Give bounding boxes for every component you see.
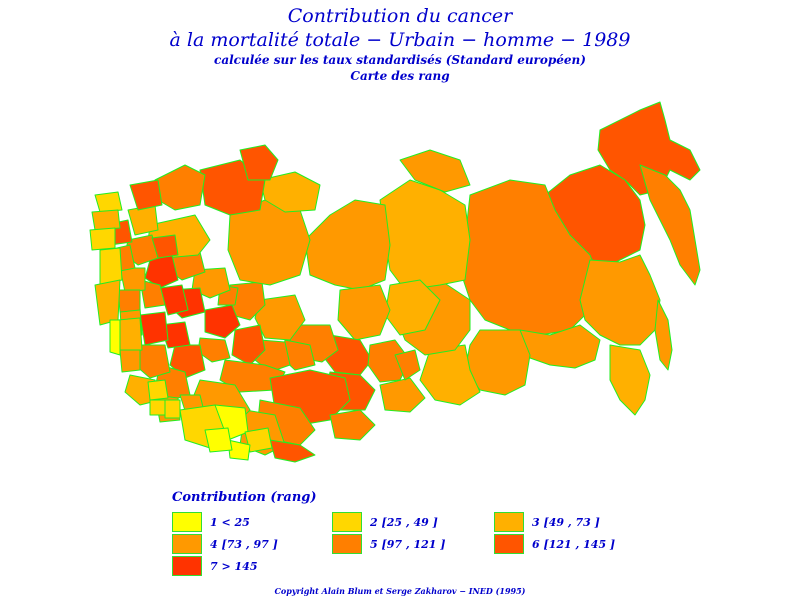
legend-swatch (172, 534, 202, 554)
region-moldova (109, 319, 121, 356)
region-taimyr-north (399, 149, 471, 193)
region-tyumen-north (304, 199, 391, 291)
legend-item: 5 [97 , 121 ] (332, 534, 445, 554)
region-armenia (149, 399, 166, 416)
legend-item: 6 [121 , 145 ] (494, 534, 615, 554)
region-kamchatka-magadan (639, 164, 701, 286)
region-voronezh (139, 311, 169, 346)
map-title-block: Contribution du cancer à la mortalité to… (0, 4, 800, 84)
legend-swatch (494, 534, 524, 554)
legend-swatch (332, 512, 362, 532)
region-karelia (154, 164, 206, 211)
region-yaroslavl (151, 234, 179, 259)
region-sakhalin (654, 299, 673, 371)
region-kazakhstan-east (329, 409, 376, 441)
region-khakassia (394, 349, 421, 381)
region-tajikistan (227, 439, 251, 461)
region-kursk (117, 289, 141, 313)
region-chita (464, 329, 531, 396)
legend-swatch (172, 512, 202, 532)
region-belarus (99, 247, 123, 286)
legend-item: 3 [49 , 73 ] (494, 512, 600, 532)
title-line-4: Carte des rang (350, 69, 450, 83)
region-yakutia (459, 179, 601, 336)
legend-label: 4 [73 , 97 ] (210, 537, 278, 551)
region-murmansk (239, 144, 279, 181)
legend-item: 7 > 145 (172, 556, 258, 576)
region-tatarstan (204, 304, 241, 339)
legend-label: 6 [121 , 145 ] (532, 537, 616, 551)
region-nenets (259, 171, 321, 213)
region-aral (269, 439, 316, 463)
region-bashkortostan (231, 324, 266, 366)
region-buryatia (419, 344, 481, 406)
region-tyva (379, 377, 426, 413)
region-krasnoyarsk (379, 179, 471, 291)
region-tula (139, 279, 166, 309)
region-samarkand (204, 427, 233, 453)
region-kirov (191, 267, 231, 299)
map-legend: 1 < 25 2 [25 , 49 ] 3 [49 , 73 ] 4 [73 , 97… (172, 512, 652, 576)
legend-item: 4 [73 , 97 ] (172, 534, 278, 554)
region-novgorod (127, 204, 159, 236)
legend-title: Contribution (rang) (172, 490, 317, 505)
region-latvia (91, 209, 121, 231)
title-line-1: Contribution du cancer (287, 5, 513, 27)
region-ukraine-west (94, 279, 121, 326)
region-estonia (94, 191, 123, 213)
region-ukraine-east (117, 317, 143, 353)
legend-label: 2 [25 , 49 ] (370, 515, 438, 529)
copyright-footer: Copyright Alain Blum et Serge Zakharov −… (274, 586, 526, 596)
legend-swatch (172, 556, 202, 576)
region-stpetersburg (129, 179, 163, 211)
region-ryazan (159, 284, 189, 316)
legend-label: 3 [49 , 73 ] (532, 515, 600, 529)
legend-label: 5 [97 , 121 ] (370, 537, 446, 551)
region-khabarovsk (579, 254, 661, 346)
legend-item: 2 [25 , 49 ] (332, 512, 438, 532)
region-primorye (609, 344, 651, 416)
legend-swatch (332, 534, 362, 554)
legend-label: 1 < 25 (210, 515, 250, 529)
legend-item: 1 < 25 (172, 512, 250, 532)
title-line-3: calculée sur les taux standardisés (Stan… (214, 53, 586, 67)
region-georgia (147, 379, 169, 401)
region-chukotka (597, 101, 701, 196)
region-azerbaijan (164, 399, 181, 419)
region-tomsk (337, 284, 391, 341)
legend-swatch (494, 512, 524, 532)
region-lithuania (89, 227, 116, 251)
region-sverdlovsk (254, 294, 306, 341)
region-crimea (119, 349, 141, 373)
region-kaluga (119, 267, 146, 293)
title-line-2: à la mortalité totale − Urbain − homme −… (169, 29, 631, 51)
legend-label: 7 > 145 (210, 559, 258, 573)
region-amur (519, 324, 601, 369)
